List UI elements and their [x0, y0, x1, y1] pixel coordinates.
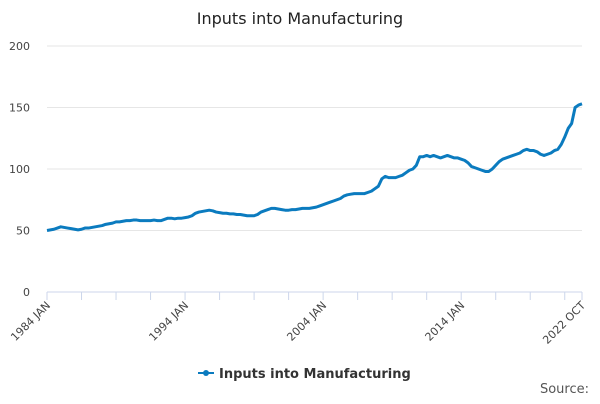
series-line: [46, 102, 583, 232]
source: Source:: [540, 382, 589, 397]
x-tick-label: 1984 JAN: [8, 299, 53, 344]
legend-marker: [203, 370, 209, 376]
x-tick-label: 2014 JAN: [423, 299, 468, 344]
y-tick-label: 0: [23, 286, 30, 299]
legend-label: Inputs into Manufacturing: [219, 367, 411, 382]
x-tick-label: 2022 OCT: [540, 299, 588, 347]
x-tick-label: 1994 JAN: [146, 299, 191, 344]
x-tick-label: 2004 JAN: [284, 299, 329, 344]
y-tick-label: 100: [9, 163, 30, 176]
y-tick-label: 150: [9, 102, 30, 115]
y-tick-label: 50: [16, 225, 30, 238]
chart-title: Inputs into Manufacturing: [197, 9, 403, 28]
y-tick-label: 200: [9, 40, 30, 53]
